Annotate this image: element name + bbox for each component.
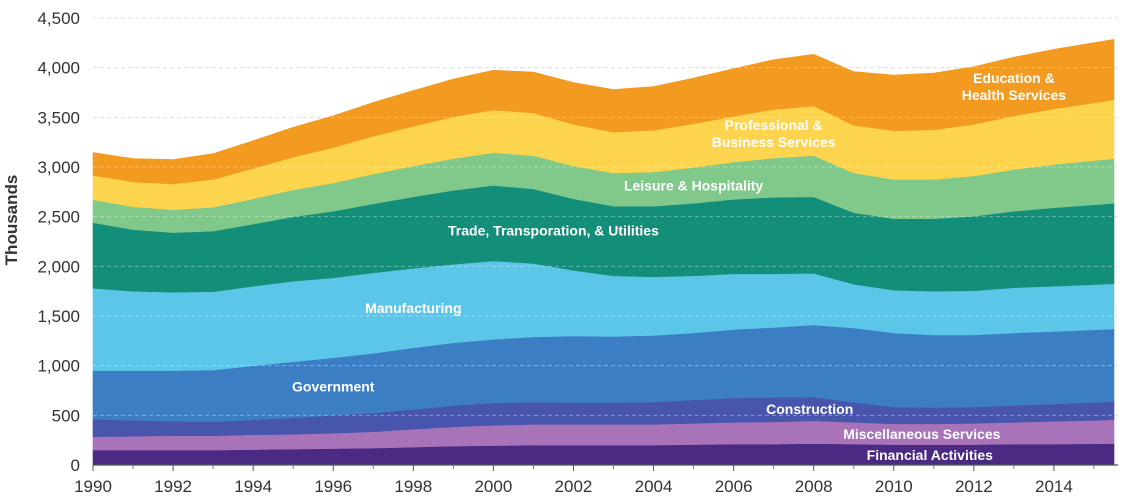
- y-tick-label: 1,000: [37, 357, 80, 376]
- series-label: Business Services: [712, 134, 836, 150]
- x-tick-label: 1992: [154, 477, 192, 496]
- series-label: Professional &: [725, 117, 823, 133]
- series-label: Health Services: [962, 87, 1066, 103]
- series-label: Leisure & Hospitality: [624, 177, 763, 193]
- x-tick-label: 2010: [875, 477, 913, 496]
- series-label: Government: [292, 379, 375, 395]
- y-axis-label: Thousands: [2, 175, 21, 266]
- series-label: Financial Activities: [867, 447, 994, 463]
- x-tick-label: 1990: [74, 477, 112, 496]
- y-tick-label: 500: [52, 406, 80, 425]
- series-label: Miscellaneous Services: [843, 426, 1000, 442]
- x-tick-label: 2004: [635, 477, 673, 496]
- series-label: Trade, Transporation, & Utilities: [448, 222, 659, 238]
- series-label: Manufacturing: [365, 300, 461, 316]
- series-label: Education &: [973, 70, 1055, 86]
- x-tick-label: 2012: [955, 477, 993, 496]
- area-education-health-services: [92, 39, 1115, 185]
- series-labels: Financial Activities Miscellaneous Servic…: [292, 70, 1066, 463]
- y-tick-label: 3,500: [37, 108, 80, 127]
- y-tick-label: 4,000: [37, 59, 80, 78]
- y-tick-label: 2,000: [37, 257, 80, 276]
- x-tick-label: 2002: [555, 477, 593, 496]
- series-label: Construction: [766, 401, 853, 417]
- x-tick-label: 1998: [394, 477, 432, 496]
- y-tick-label: 1,500: [37, 307, 80, 326]
- x-tick-label: 2000: [474, 477, 512, 496]
- y-tick-label: 3,000: [37, 158, 80, 177]
- x-tick-label: 1994: [234, 477, 272, 496]
- y-tick-label: 4,500: [37, 9, 80, 28]
- y-axis: 0 500 1,000 1,500 2,000 2,500 3,000 3,500 4,000 4…: [37, 9, 80, 475]
- x-tick-label: 2006: [715, 477, 753, 496]
- y-tick-label: 0: [71, 456, 80, 475]
- gridlines-overlay: [93, 17, 1118, 416]
- y-tick-label: 2,500: [37, 208, 80, 227]
- x-axis: 1990 1992 1994 1996 1998 2000 2002 2004 2006 2008…: [74, 464, 1118, 496]
- x-tick-label: 1996: [314, 477, 352, 496]
- x-tick-label: 2014: [1035, 477, 1073, 496]
- x-tick-label: 2008: [795, 477, 833, 496]
- series-areas: [92, 39, 1115, 466]
